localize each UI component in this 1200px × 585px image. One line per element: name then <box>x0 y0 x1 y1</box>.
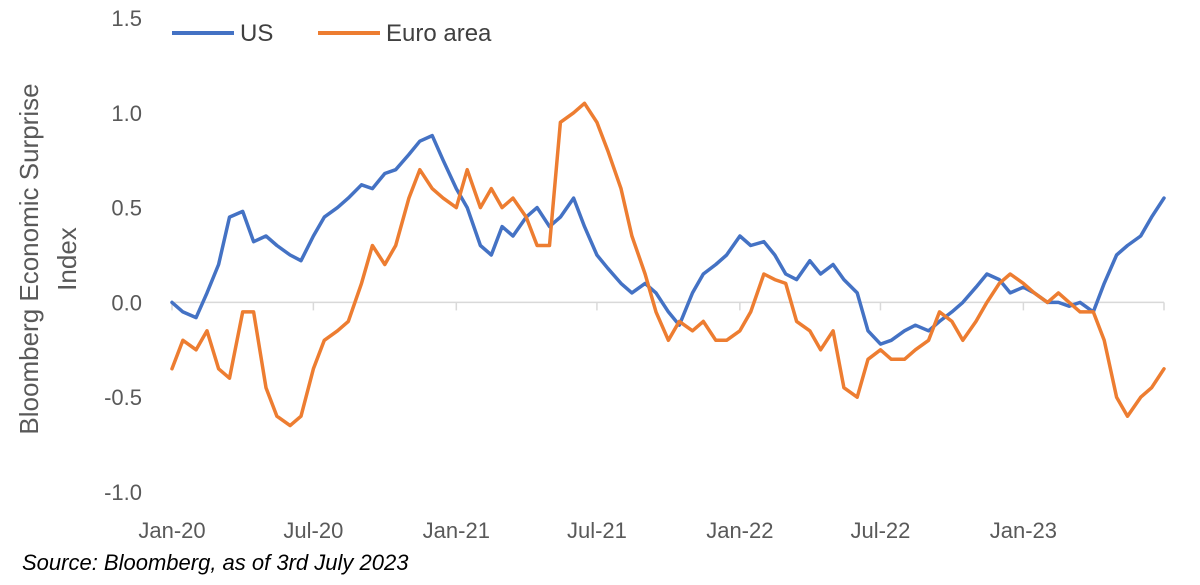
y-tick-label: -0.5 <box>104 385 142 410</box>
series-layer <box>170 101 1166 428</box>
series-line-us <box>170 133 1166 346</box>
x-tick-label: Jan-22 <box>706 518 773 543</box>
x-tick-label: Jul-22 <box>850 518 910 543</box>
legend: US Euro area <box>172 20 492 47</box>
y-tick-label: 0.0 <box>111 290 142 315</box>
x-tick-label: Jan-21 <box>423 518 490 543</box>
series-line-euro-area <box>170 101 1166 428</box>
legend-label: US <box>240 20 273 47</box>
x-tick-label: Jan-23 <box>990 518 1057 543</box>
y-tick-label: 0.5 <box>111 196 142 221</box>
legend-label: Euro area <box>386 20 492 47</box>
y-axis-ticks: -1.0 -0.5 0.0 0.5 1.0 1.5 <box>104 6 142 505</box>
y-axis-title: Bloomberg Economic Surprise Index <box>14 83 82 434</box>
y-axis-title-line-2: Index <box>52 227 82 291</box>
x-tick-label: Jul-21 <box>567 518 627 543</box>
x-tick-label: Jul-20 <box>283 518 343 543</box>
source-note: Source: Bloomberg, as of 3rd July 2023 <box>22 550 409 575</box>
x-tick-label: Jan-20 <box>138 518 205 543</box>
y-tick-label: 1.0 <box>111 101 142 126</box>
y-axis-title-line-1: Bloomberg Economic Surprise <box>14 83 44 434</box>
y-tick-label: 1.5 <box>111 6 142 31</box>
x-axis: Jan-20 Jul-20 Jan-21 Jul-21 Jan-22 Jul-22 Jan-… <box>138 301 1165 543</box>
y-tick-label: -1.0 <box>104 480 142 505</box>
